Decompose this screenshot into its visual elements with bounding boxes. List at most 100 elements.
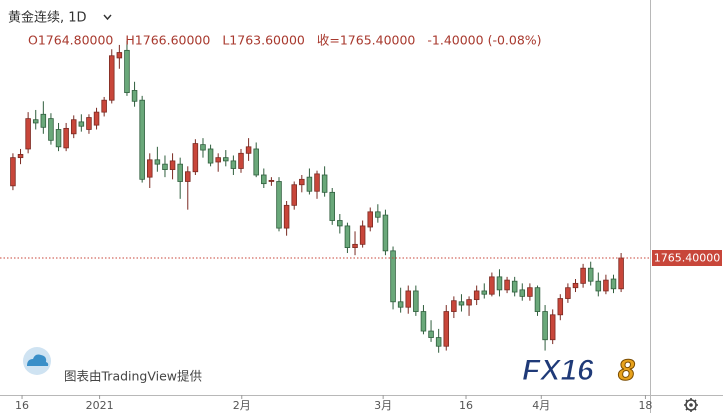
candle-body <box>314 173 320 192</box>
x-tick-label: 16 <box>15 399 29 412</box>
candle-body <box>185 171 191 182</box>
candle-body <box>154 159 161 165</box>
candle-body <box>215 157 221 163</box>
candle-body <box>329 191 335 221</box>
candle-body <box>375 211 381 218</box>
ohlc-value: 收=1765.40000 <box>317 33 416 48</box>
ohlc-value: L1763.60000 <box>222 33 305 48</box>
candle-body <box>162 163 168 170</box>
candle-body <box>86 117 92 130</box>
logo-main: FX16 <box>522 354 594 387</box>
candle-body <box>565 287 571 299</box>
candle-body <box>238 152 244 169</box>
candle-body <box>420 311 427 332</box>
settings-gear[interactable] <box>684 398 698 412</box>
candle-body <box>253 148 259 176</box>
candle-body <box>603 279 609 292</box>
candle-body <box>435 337 442 347</box>
candle-body <box>230 160 237 169</box>
candle-body <box>504 279 510 291</box>
candle-body <box>108 55 115 101</box>
candle-body <box>595 280 602 292</box>
candle-body <box>473 290 480 301</box>
candle-body <box>177 163 183 182</box>
candle-body <box>534 287 541 312</box>
candle-body <box>207 148 214 164</box>
candle-body <box>306 176 313 192</box>
candle-body <box>405 290 412 308</box>
ohlc-value: O1764.80000 <box>28 33 113 48</box>
candle-body <box>337 220 343 227</box>
candle-body <box>458 301 465 306</box>
candle-body <box>116 52 123 59</box>
candle-body <box>40 113 47 128</box>
candle-body <box>367 211 373 228</box>
watermark-text: 图表由TradingView提供 <box>64 369 202 384</box>
candle-body <box>299 178 305 186</box>
candle-body <box>63 127 69 149</box>
candle-body <box>618 257 624 290</box>
candle-body <box>10 157 16 187</box>
interval-chevron[interactable] <box>103 14 112 21</box>
candle-body <box>496 276 503 291</box>
x-tick-label: 2021 <box>86 399 114 412</box>
fx168-logo: FX16 8 <box>522 353 636 387</box>
symbol-title[interactable]: 黄金连续, 1D <box>8 10 87 26</box>
candle-body <box>200 144 206 151</box>
candle-body <box>276 181 282 229</box>
candle-body <box>32 119 39 124</box>
candle-body <box>291 184 297 206</box>
x-tick-label: 4月 <box>532 399 550 412</box>
candle-body <box>223 157 229 162</box>
candle-body <box>572 282 579 289</box>
gear-teeth[interactable] <box>684 398 698 412</box>
candle-body <box>489 276 495 295</box>
candle-body <box>93 111 100 126</box>
plot-area <box>0 40 650 353</box>
candle-body <box>321 174 328 193</box>
candle-body <box>413 290 419 312</box>
candle-body <box>124 49 130 94</box>
candle-body <box>352 243 358 249</box>
candle-body <box>397 301 404 308</box>
candle-body <box>549 314 556 341</box>
candle-body <box>443 311 450 347</box>
ohlc-value: -1.40000 (-0.08%) <box>427 33 541 48</box>
axes: 16 2021 2月 3月 16 4月 18 1765.40000 <box>15 250 722 412</box>
candle-body <box>466 299 472 306</box>
x-tick-label: 2月 <box>233 399 251 412</box>
candle-body <box>78 121 85 127</box>
candle-body <box>101 99 107 113</box>
candle-body <box>519 289 526 297</box>
candle-body <box>557 298 564 316</box>
x-tick-label: 16 <box>459 399 473 412</box>
candle-body <box>359 225 366 245</box>
candle-body <box>261 174 267 185</box>
candle-body <box>17 153 24 159</box>
candle-body <box>139 99 145 180</box>
candle-body <box>587 267 594 282</box>
candle-body <box>610 278 617 290</box>
candle-body <box>344 225 351 249</box>
candle-body <box>542 311 548 341</box>
gear-hub[interactable] <box>689 403 693 407</box>
logo-accent: 8 <box>618 354 635 387</box>
candle-body <box>390 250 396 303</box>
x-tick-label: 18 <box>638 399 652 412</box>
ohlc-value: H1766.60000 <box>125 33 210 48</box>
candle-body <box>25 118 31 150</box>
last-price-box <box>652 250 722 267</box>
candle-body <box>169 160 176 170</box>
candle-body <box>131 90 138 102</box>
ohlc-readout: O1764.80000 H1766.60000 L1763.60000 收=1765.… <box>28 33 542 48</box>
candle-body <box>268 180 275 182</box>
candle-body <box>382 214 389 252</box>
candle-body <box>580 267 586 284</box>
candle-body <box>70 119 77 135</box>
candle-body <box>428 330 434 338</box>
candle-body <box>48 118 54 141</box>
candle-body <box>481 290 488 295</box>
candle-body <box>147 159 153 178</box>
